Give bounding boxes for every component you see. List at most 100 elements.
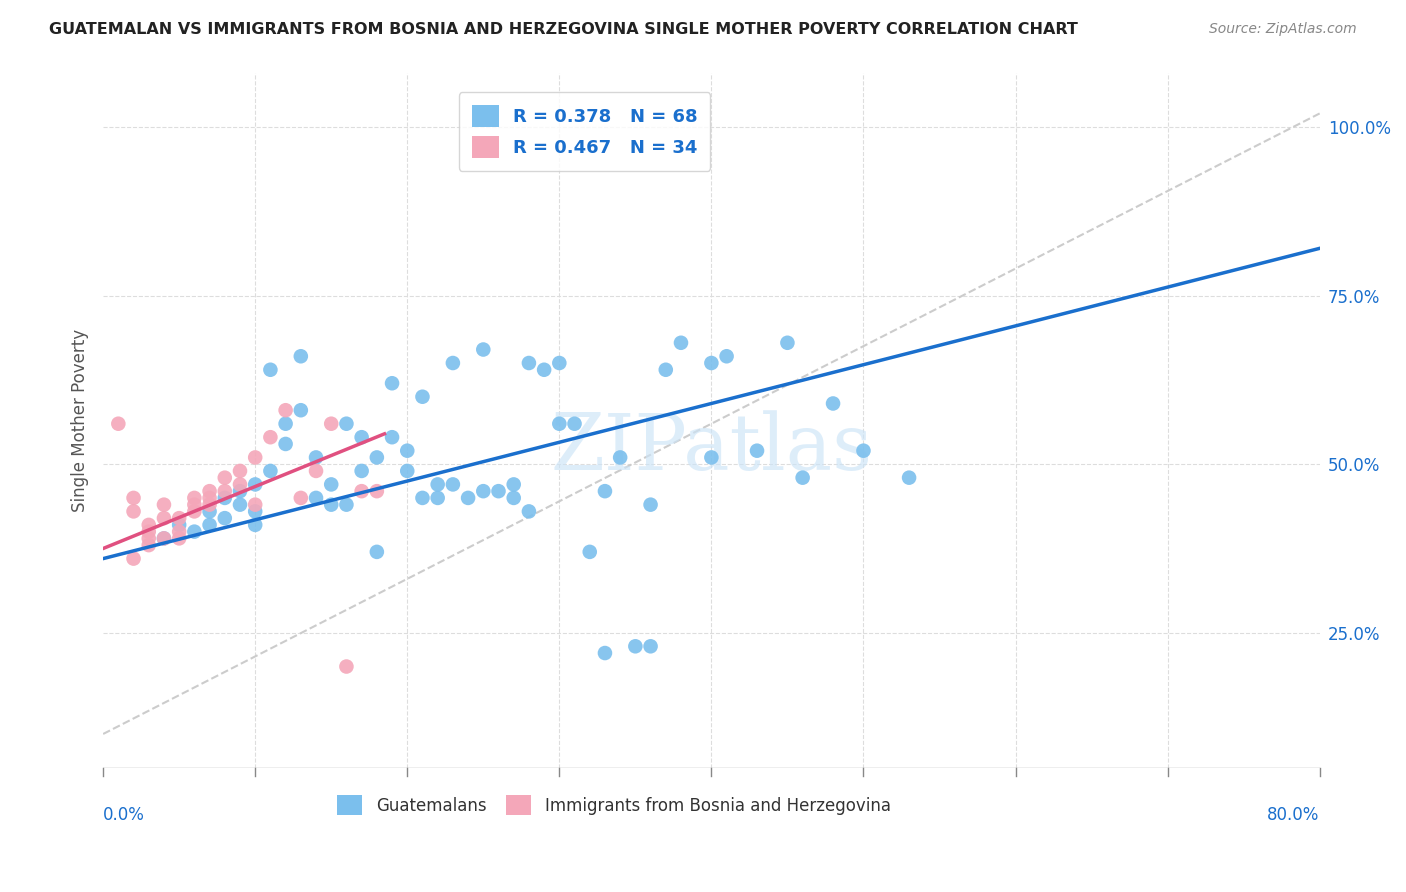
Point <box>745 443 768 458</box>
Point <box>502 477 524 491</box>
Text: 80.0%: 80.0% <box>1267 805 1320 824</box>
Point <box>153 532 176 546</box>
Point <box>396 443 419 458</box>
Point <box>381 376 404 391</box>
Point <box>533 363 555 377</box>
Point <box>274 403 297 417</box>
Point <box>107 417 129 431</box>
Point <box>640 498 662 512</box>
Point <box>229 477 252 491</box>
Point <box>411 390 433 404</box>
Point <box>245 504 267 518</box>
Point <box>457 491 479 505</box>
Point <box>502 491 524 505</box>
Point <box>564 417 586 431</box>
Point <box>167 532 190 546</box>
Point <box>852 443 875 458</box>
Point <box>245 498 267 512</box>
Point <box>321 417 343 431</box>
Point <box>669 335 692 350</box>
Point <box>335 659 357 673</box>
Point <box>578 545 600 559</box>
Text: ZIPatlas: ZIPatlas <box>550 410 872 486</box>
Point <box>229 484 252 499</box>
Point <box>381 430 404 444</box>
Point <box>609 450 631 465</box>
Point <box>640 640 662 654</box>
Point <box>821 396 844 410</box>
Point <box>183 498 205 512</box>
Point <box>259 430 281 444</box>
Point <box>245 450 267 465</box>
Point <box>426 477 449 491</box>
Point <box>321 477 343 491</box>
Point <box>214 471 236 485</box>
Text: GUATEMALAN VS IMMIGRANTS FROM BOSNIA AND HERZEGOVINA SINGLE MOTHER POVERTY CORRE: GUATEMALAN VS IMMIGRANTS FROM BOSNIA AND… <box>49 22 1078 37</box>
Point <box>411 491 433 505</box>
Point <box>167 517 190 532</box>
Point <box>153 511 176 525</box>
Point <box>655 363 678 377</box>
Legend: Guatemalans, Immigrants from Bosnia and Herzegovina: Guatemalans, Immigrants from Bosnia and … <box>330 789 897 822</box>
Point <box>517 356 540 370</box>
Point <box>198 491 221 505</box>
Point <box>366 450 388 465</box>
Text: 0.0%: 0.0% <box>103 805 145 824</box>
Point <box>214 484 236 499</box>
Point <box>290 349 312 363</box>
Point <box>138 538 160 552</box>
Point <box>122 551 145 566</box>
Point <box>426 491 449 505</box>
Point <box>259 464 281 478</box>
Point <box>366 545 388 559</box>
Point <box>305 491 328 505</box>
Point <box>198 504 221 518</box>
Point <box>122 504 145 518</box>
Point <box>488 484 510 499</box>
Point <box>214 511 236 525</box>
Point <box>548 417 571 431</box>
Point <box>290 403 312 417</box>
Text: Source: ZipAtlas.com: Source: ZipAtlas.com <box>1209 22 1357 37</box>
Point <box>350 464 373 478</box>
Y-axis label: Single Mother Poverty: Single Mother Poverty <box>72 329 89 512</box>
Point <box>167 524 190 539</box>
Point <box>624 640 647 654</box>
Point <box>472 343 495 357</box>
Point <box>898 471 921 485</box>
Point <box>700 450 723 465</box>
Point <box>716 349 738 363</box>
Point <box>183 524 205 539</box>
Point <box>290 491 312 505</box>
Point <box>335 417 357 431</box>
Point <box>198 484 221 499</box>
Point <box>792 471 814 485</box>
Point <box>198 498 221 512</box>
Point <box>350 430 373 444</box>
Point <box>321 498 343 512</box>
Point <box>138 517 160 532</box>
Point <box>472 484 495 499</box>
Point <box>366 484 388 499</box>
Point <box>245 477 267 491</box>
Point <box>700 356 723 370</box>
Point <box>396 464 419 478</box>
Point <box>138 524 160 539</box>
Point <box>198 517 221 532</box>
Point <box>245 517 267 532</box>
Point <box>229 464 252 478</box>
Point <box>305 450 328 465</box>
Point <box>214 491 236 505</box>
Point <box>183 491 205 505</box>
Point <box>335 498 357 512</box>
Point <box>593 484 616 499</box>
Point <box>776 335 799 350</box>
Point <box>350 484 373 499</box>
Point <box>305 464 328 478</box>
Point <box>441 356 464 370</box>
Point <box>183 504 205 518</box>
Point <box>593 646 616 660</box>
Point <box>138 532 160 546</box>
Point <box>153 498 176 512</box>
Point <box>517 504 540 518</box>
